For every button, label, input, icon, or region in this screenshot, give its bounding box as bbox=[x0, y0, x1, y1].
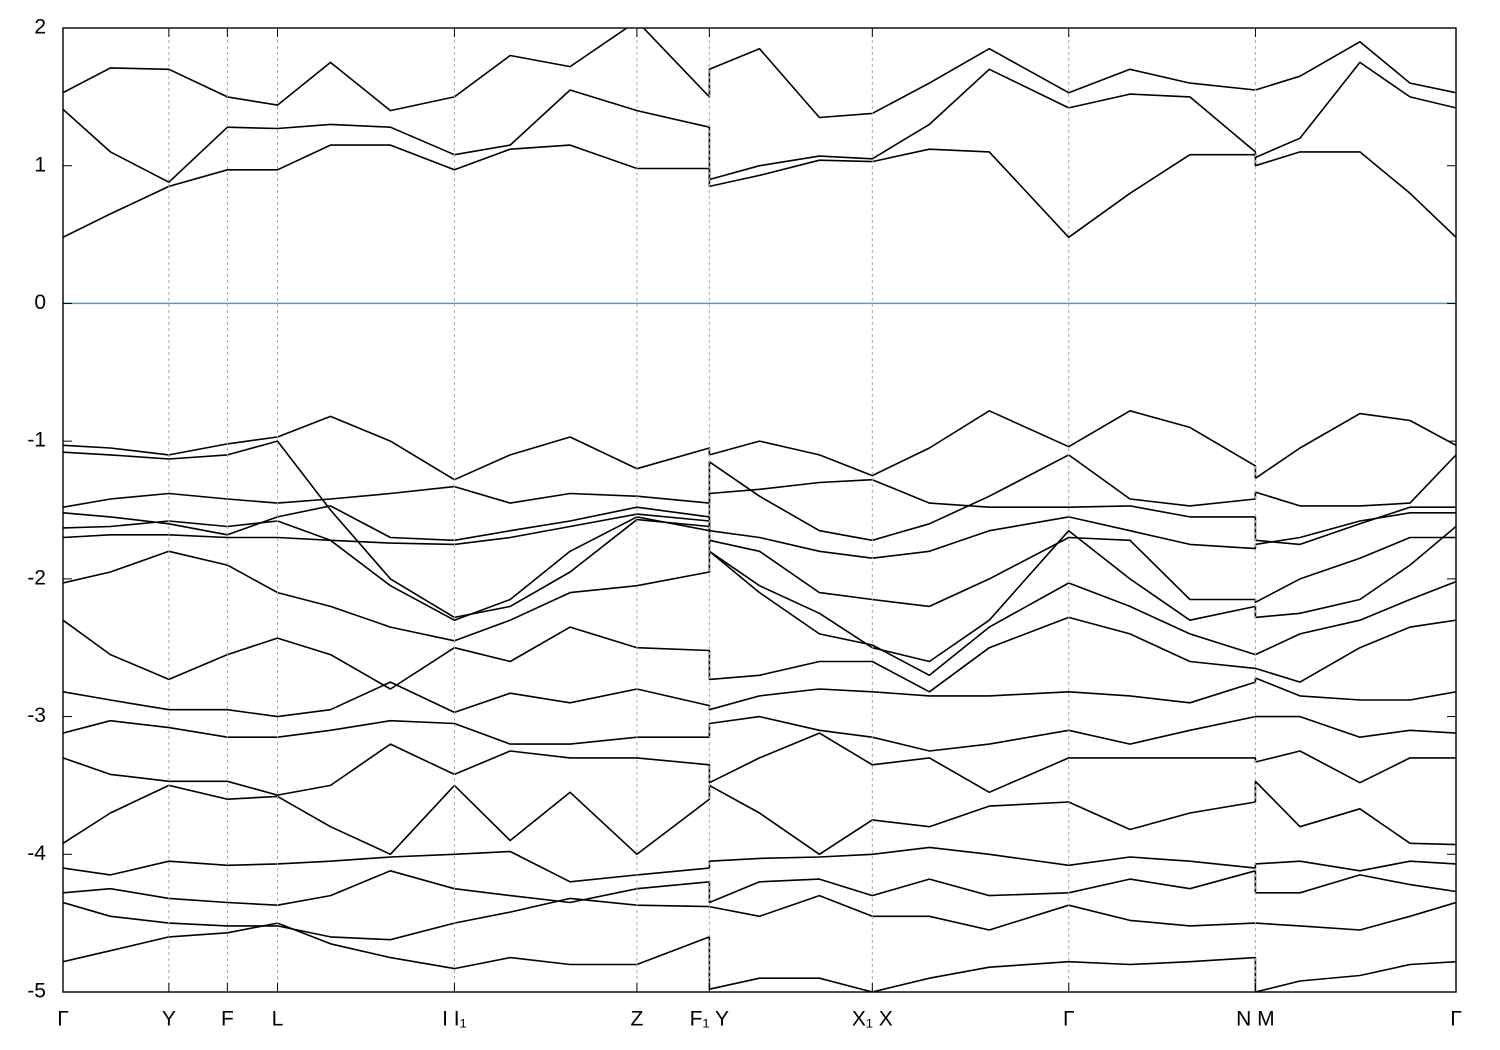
band-line bbox=[63, 28, 1456, 119]
y-tick-label: 0 bbox=[34, 291, 46, 314]
band-line bbox=[63, 922, 1456, 992]
y-tick-label: 2 bbox=[34, 16, 46, 39]
plot-area bbox=[63, 28, 1456, 992]
band-line bbox=[63, 846, 1456, 883]
x-tick-label: F bbox=[221, 1008, 234, 1031]
band-line bbox=[63, 513, 1456, 608]
x-tick-label: Y bbox=[162, 1008, 176, 1031]
x-tick-label: N M bbox=[1236, 1008, 1275, 1031]
y-tick-label: -2 bbox=[27, 566, 46, 589]
band-line bbox=[63, 61, 1456, 183]
x-tick-label: Γ bbox=[1450, 1008, 1462, 1031]
band-line bbox=[63, 780, 1456, 856]
y-tick-label: -4 bbox=[27, 842, 46, 865]
x-tick-label: Z bbox=[631, 1008, 644, 1031]
band-line bbox=[63, 870, 1456, 906]
x-tick-label: Γ bbox=[1063, 1008, 1075, 1031]
y-tick-label: -3 bbox=[27, 704, 46, 727]
band-line bbox=[63, 144, 1456, 239]
x-tick-label: F₁ Y bbox=[690, 1008, 729, 1031]
y-tick-label: -1 bbox=[27, 429, 46, 452]
band-line bbox=[63, 894, 1456, 941]
x-tick-label: Γ bbox=[57, 1008, 69, 1031]
band-line bbox=[63, 616, 1456, 693]
band-line bbox=[63, 732, 1456, 796]
x-tick-label: L bbox=[272, 1008, 284, 1031]
x-tick-label: I I₁ bbox=[442, 1008, 467, 1031]
plot-frame bbox=[62, 27, 1457, 993]
band-line bbox=[63, 516, 1456, 663]
band-line bbox=[63, 410, 1456, 481]
x-tick-label: X₁ X bbox=[852, 1008, 893, 1031]
band-line bbox=[63, 505, 1456, 559]
y-tick-label: 1 bbox=[34, 153, 46, 176]
band-line bbox=[63, 550, 1456, 677]
band-line bbox=[63, 440, 1456, 619]
y-tick-label: -5 bbox=[27, 980, 46, 1003]
band-line bbox=[63, 677, 1456, 718]
band-line bbox=[63, 478, 1456, 546]
band-line bbox=[63, 715, 1456, 752]
